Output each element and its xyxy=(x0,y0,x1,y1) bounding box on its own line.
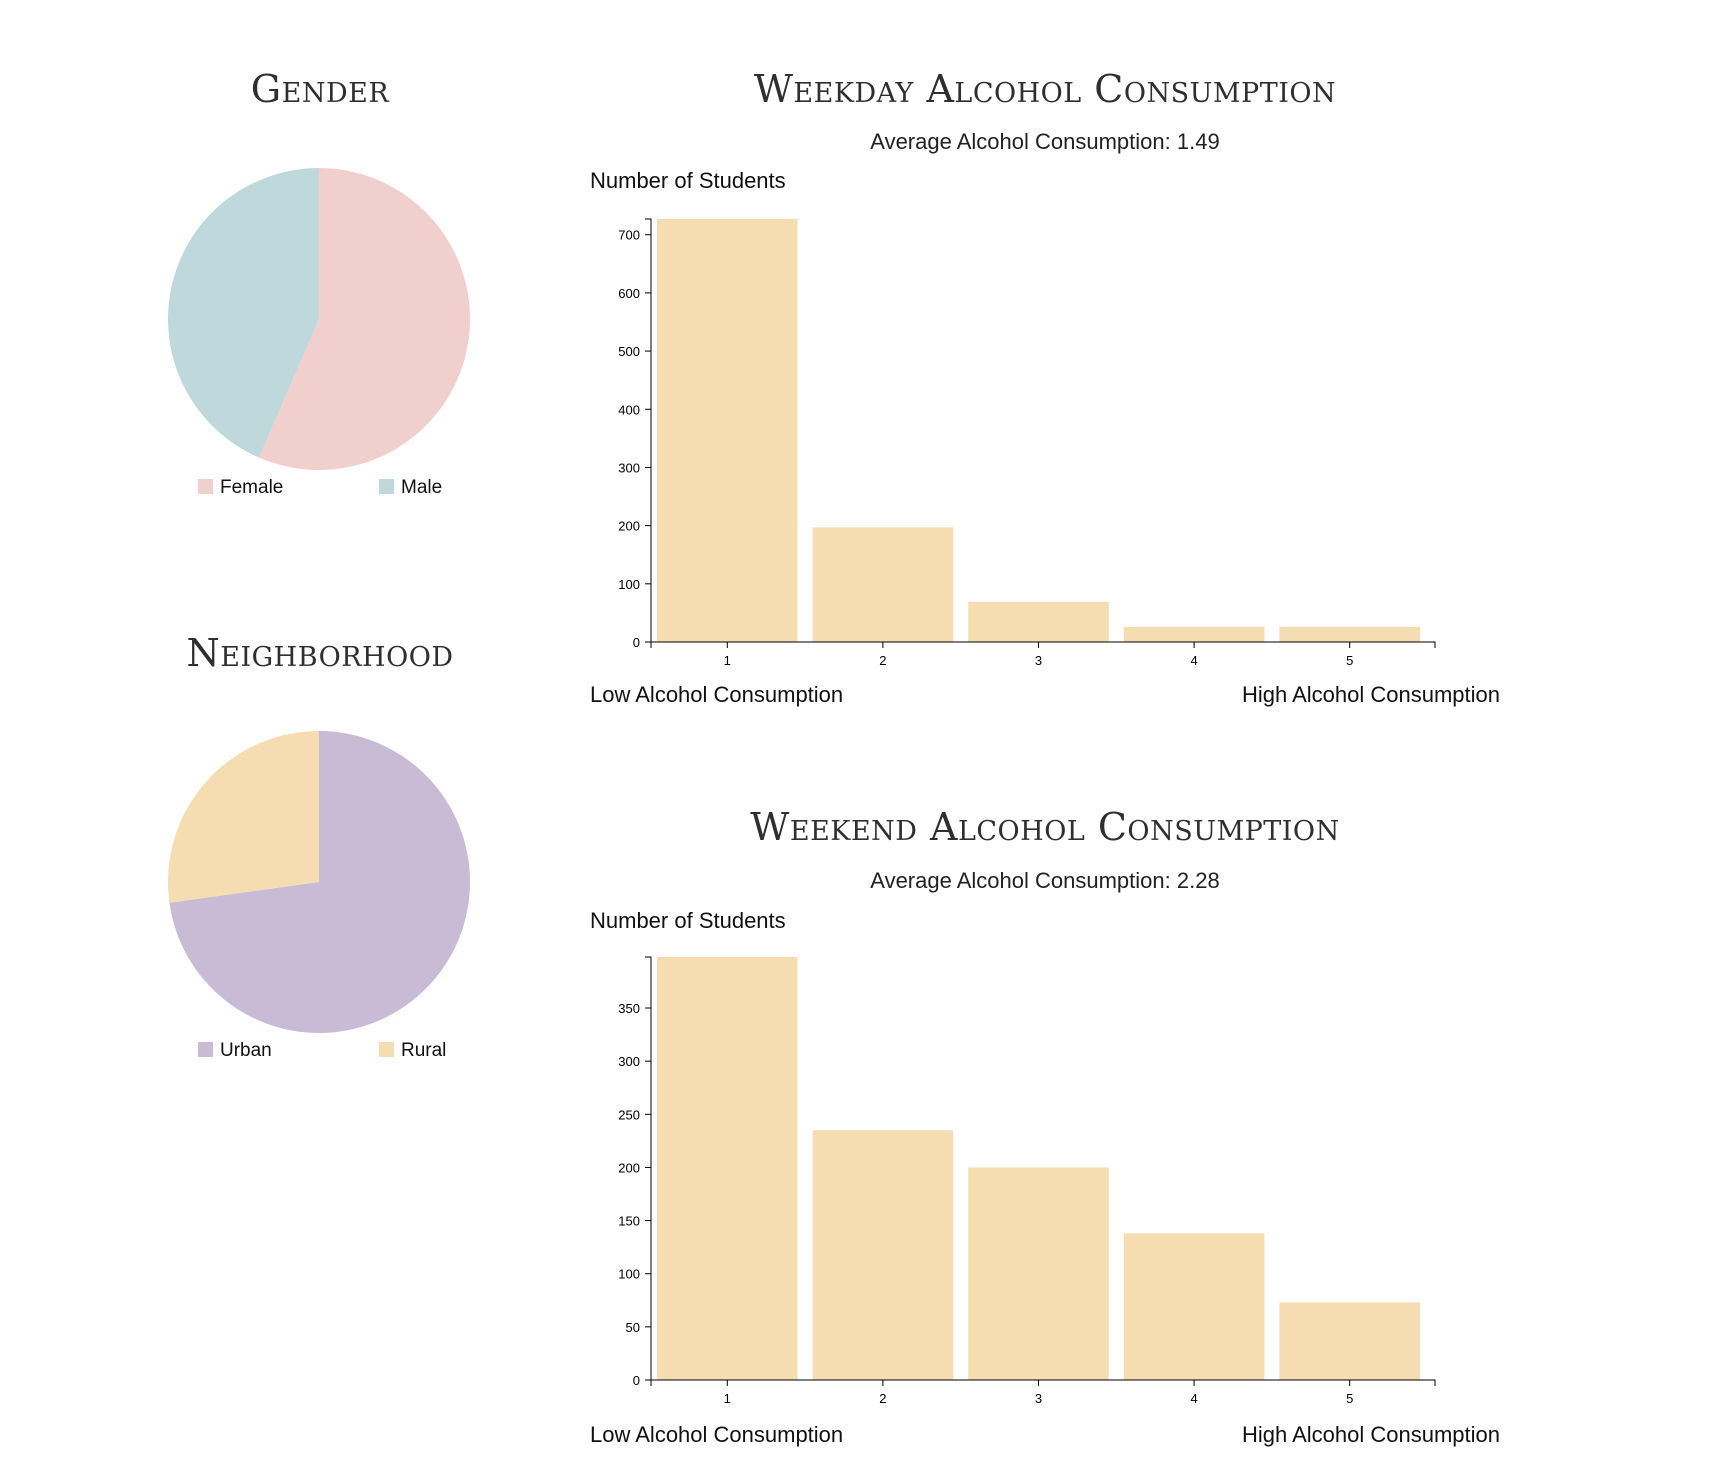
weekend-bar-chart: Weekend Alcohol Consumption Average Alco… xyxy=(590,805,1500,1447)
pie-slice-urban xyxy=(169,731,471,1034)
x-axis-line xyxy=(650,641,1436,648)
y-tick-label: 600 xyxy=(618,286,640,301)
y-tick-label: 200 xyxy=(618,1160,640,1175)
x-tick-label: 3 xyxy=(1035,653,1042,668)
bar-2 xyxy=(812,1130,954,1380)
neighborhood-pie-chart: Neighborhood Urban Rural xyxy=(168,631,471,1061)
weekday-x-label-high: High Alcohol Consumption xyxy=(1242,682,1500,707)
x-tick-label: 2 xyxy=(879,1391,886,1406)
y-tick-label: 150 xyxy=(618,1214,640,1229)
bar-5 xyxy=(1279,626,1420,642)
weekday-average-subtitle: Average Alcohol Consumption: 1.49 xyxy=(870,129,1219,154)
legend-label-urban: Urban xyxy=(220,1040,272,1061)
legend-label-male: Male xyxy=(401,477,442,498)
y-tick-label: 700 xyxy=(618,228,640,243)
weekday-y-axis-label: Number of Students xyxy=(590,168,786,193)
bar-4 xyxy=(1123,1233,1265,1380)
x-tick-label: 2 xyxy=(879,653,886,668)
y-tick-label: 400 xyxy=(618,402,640,417)
x-tick-label: 1 xyxy=(724,653,731,668)
y-tick-label: 100 xyxy=(618,1267,640,1282)
weekend-y-axis-label: Number of Students xyxy=(590,908,786,933)
legend-label-rural: Rural xyxy=(401,1040,446,1061)
y-tick-label: 0 xyxy=(633,1373,640,1388)
legend-swatch-rural xyxy=(379,1042,394,1057)
bar-1 xyxy=(657,219,798,642)
neighborhood-chart-title: Neighborhood xyxy=(186,631,453,675)
legend-swatch-urban xyxy=(198,1042,213,1057)
bar-1 xyxy=(657,957,798,1380)
y-tick-label: 350 xyxy=(618,1001,640,1016)
y-tick-label: 100 xyxy=(618,577,640,592)
x-axis-line xyxy=(650,1379,1436,1386)
y-axis-line xyxy=(645,218,652,643)
y-tick-label: 200 xyxy=(618,519,640,534)
bar-2 xyxy=(812,527,954,642)
y-axis-line xyxy=(645,956,652,1381)
x-tick-label: 1 xyxy=(724,1391,731,1406)
pie-slice-rural xyxy=(168,731,319,903)
weekend-x-label-low: Low Alcohol Consumption xyxy=(590,1422,843,1447)
weekend-chart-title: Weekend Alcohol Consumption xyxy=(750,805,1339,849)
y-tick-label: 50 xyxy=(626,1320,640,1335)
x-tick-label: 4 xyxy=(1190,1391,1197,1406)
bar-3 xyxy=(968,601,1109,642)
weekday-x-label-low: Low Alcohol Consumption xyxy=(590,682,843,707)
y-tick-label: 300 xyxy=(618,1054,640,1069)
weekday-chart-title: Weekday Alcohol Consumption xyxy=(754,67,1336,111)
gender-pie-chart: Gender Female Male xyxy=(167,67,470,498)
legend-label-female: Female xyxy=(220,477,283,498)
y-tick-label: 0 xyxy=(633,635,640,650)
x-tick-label: 5 xyxy=(1346,653,1353,668)
y-tick-label: 250 xyxy=(618,1107,640,1122)
pie-slice-female xyxy=(259,168,470,470)
y-tick-label: 500 xyxy=(618,344,640,359)
legend-swatch-male xyxy=(379,479,394,494)
y-tick-label: 300 xyxy=(618,460,640,475)
gender-chart-title: Gender xyxy=(251,67,390,111)
legend-swatch-female xyxy=(198,479,213,494)
weekend-x-label-high: High Alcohol Consumption xyxy=(1242,1422,1500,1447)
x-tick-label: 3 xyxy=(1035,1391,1042,1406)
x-tick-label: 4 xyxy=(1190,653,1197,668)
bar-4 xyxy=(1123,626,1265,642)
bar-3 xyxy=(968,1167,1109,1380)
weekend-average-subtitle: Average Alcohol Consumption: 2.28 xyxy=(870,868,1219,893)
weekday-bar-chart: Weekday Alcohol Consumption Average Alco… xyxy=(590,67,1500,707)
bar-5 xyxy=(1279,1302,1420,1380)
pie-slice-male xyxy=(167,168,319,458)
x-tick-label: 5 xyxy=(1346,1391,1353,1406)
